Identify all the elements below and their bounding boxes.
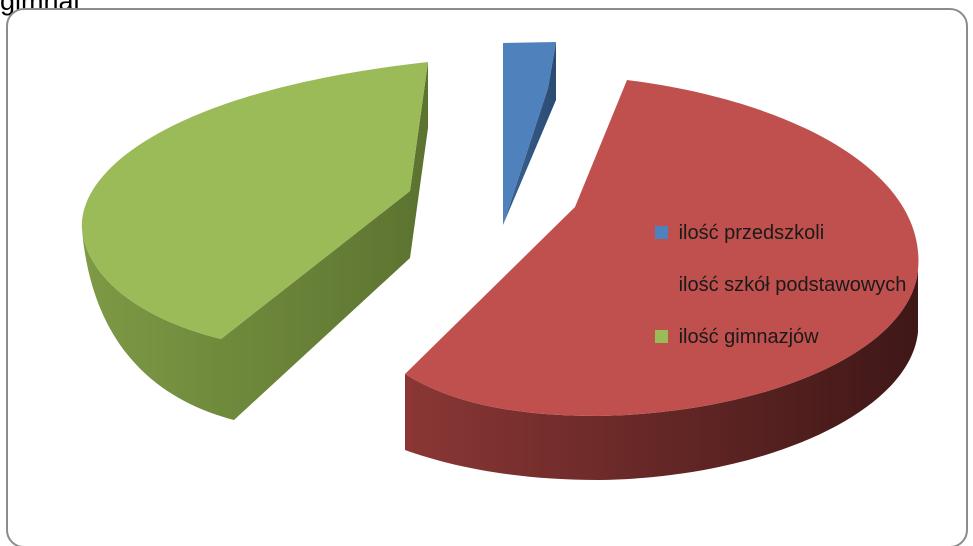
legend-label-szkoly-podstawowe: ilość szkół podstawowych [678, 273, 907, 296]
pie-slice-szkoly-podstawowe [405, 80, 919, 480]
pie-slice-gimnazja [81, 62, 428, 420]
legend-item-gimnazja: ilość gimnazjów [655, 322, 967, 374]
pie-slice-szkoly-podstawowe-side [405, 270, 918, 480]
pie-slice-przedszkola-top [503, 42, 556, 225]
legend-item-szkoly-podstawowe: ilość szkół podstawowych [655, 270, 967, 322]
pie-slice-gimnazja-side [82, 62, 428, 420]
pie-slice-gimnazja-top [81, 62, 428, 339]
legend-swatch-przedszkola [655, 226, 668, 239]
legend: ilość przedszkoli ilość szkół podstawowy… [655, 218, 967, 374]
legend-label-gimnazja: ilość gimnazjów [678, 325, 819, 348]
pie-slice-przedszkola [503, 42, 556, 225]
legend-item-przedszkola: ilość przedszkoli [655, 218, 967, 270]
pie-slice-szkoly-podstawowe-top [405, 80, 919, 416]
legend-label-przedszkola: ilość przedszkoli [678, 221, 825, 244]
legend-swatch-gimnazja [655, 330, 668, 343]
